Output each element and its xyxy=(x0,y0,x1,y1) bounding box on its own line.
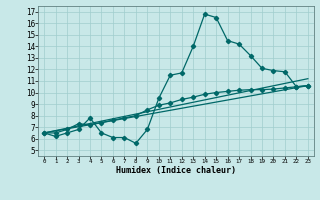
X-axis label: Humidex (Indice chaleur): Humidex (Indice chaleur) xyxy=(116,166,236,175)
